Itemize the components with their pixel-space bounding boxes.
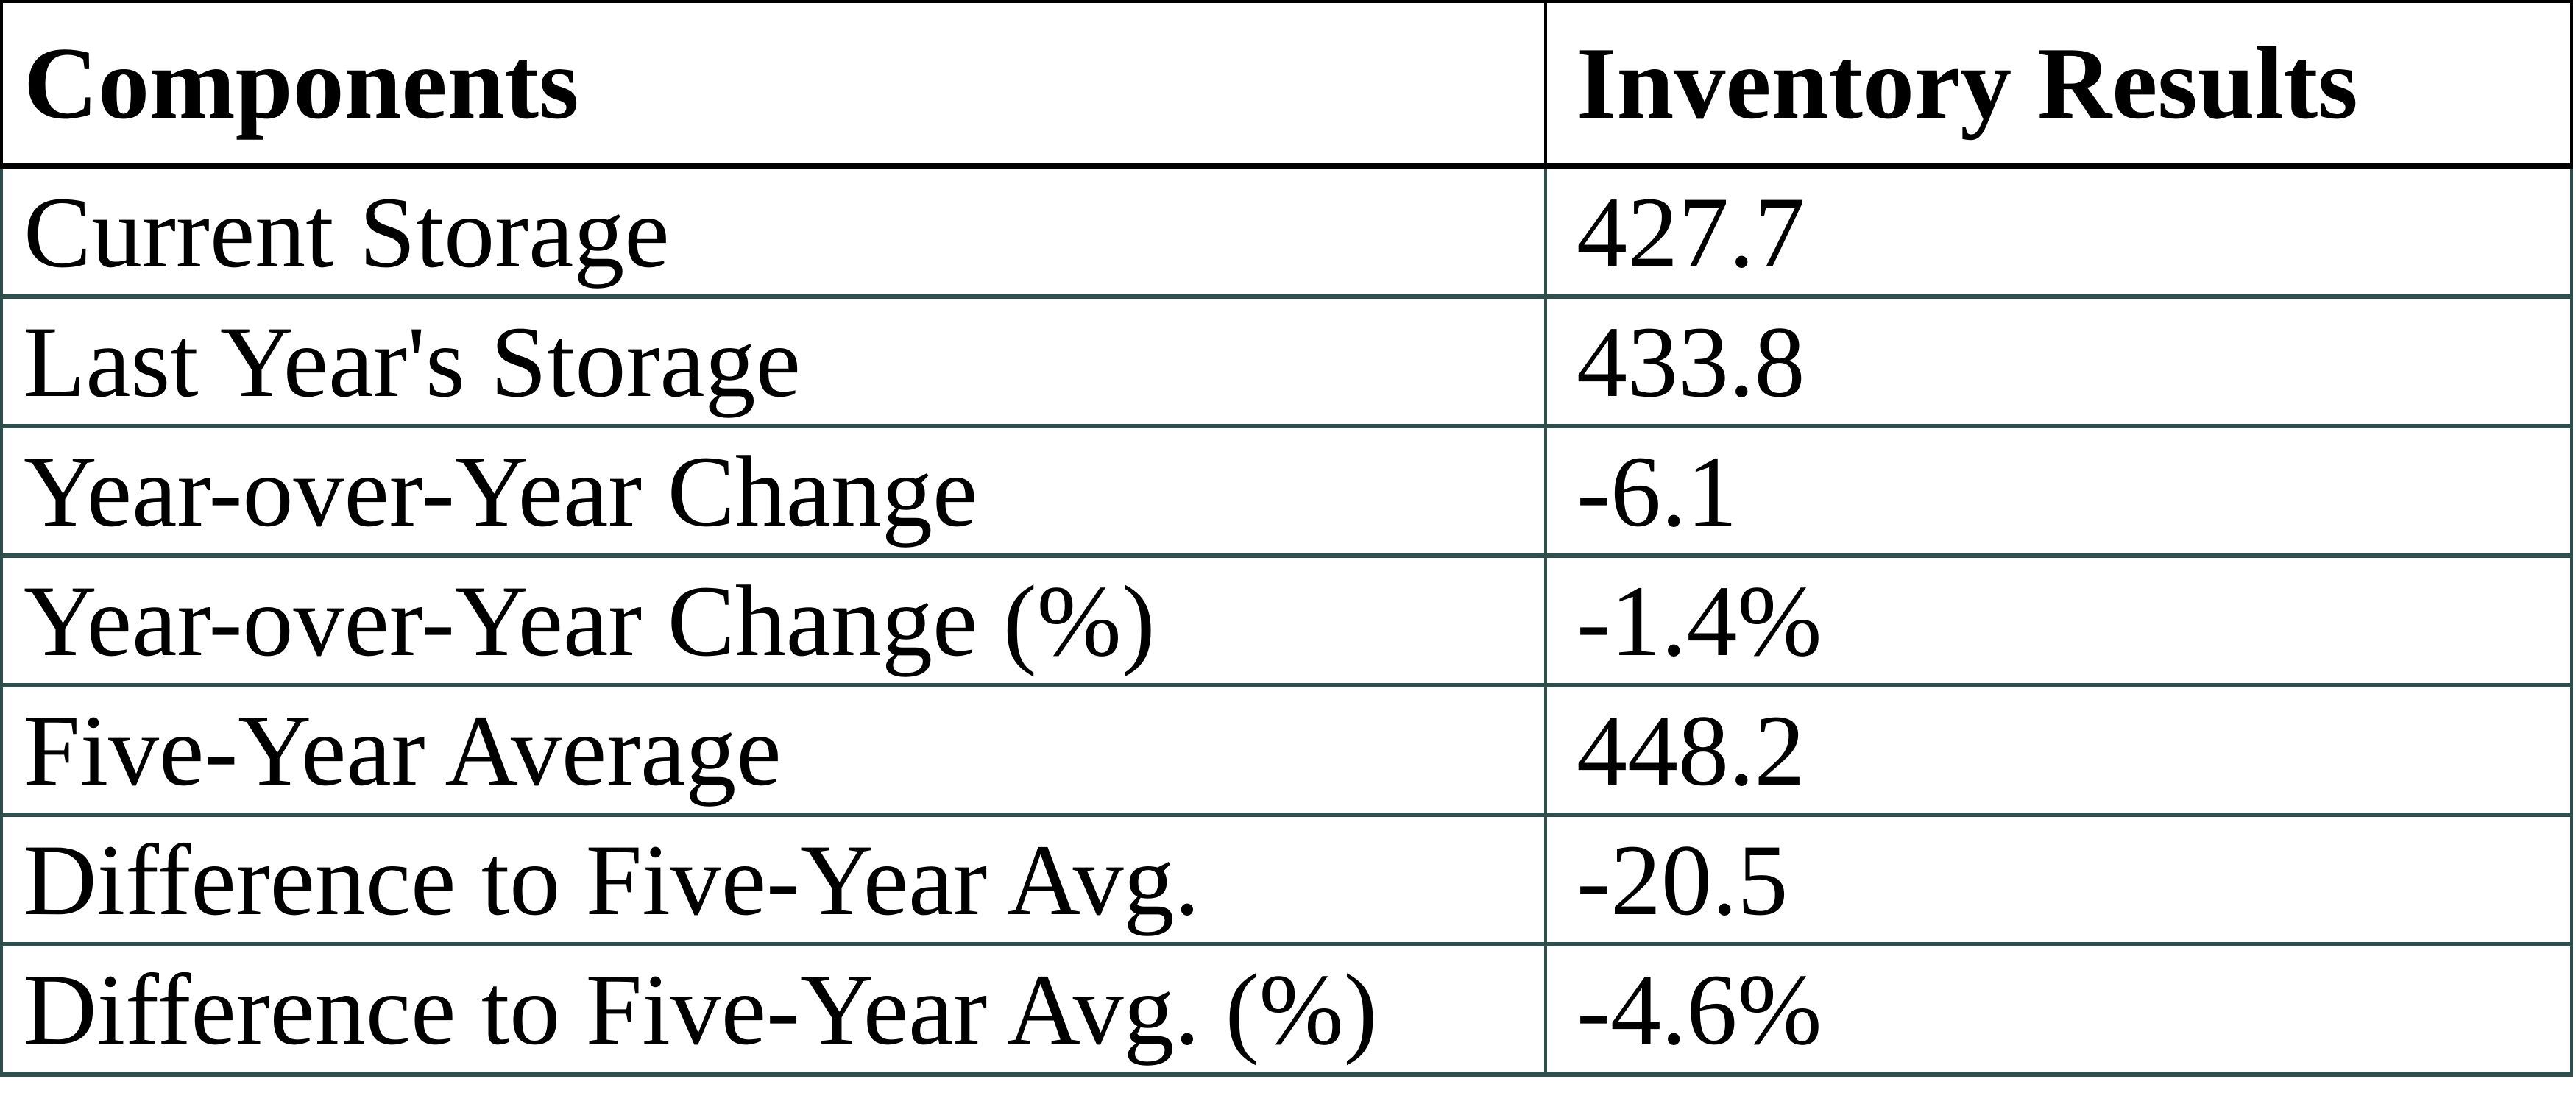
table-header: Components Inventory Results xyxy=(0,0,2573,169)
row-value-cell: -6.1 xyxy=(1544,425,2573,558)
row-value-cell: 427.7 xyxy=(1544,165,2573,299)
table-row: Difference to Five-Year Avg. (%) -4.6% xyxy=(0,943,2573,1077)
table-row: Five-Year Average 448.2 xyxy=(0,684,2573,817)
row-value-cell: -1.4% xyxy=(1544,554,2573,687)
table-row: Year-over-Year Change -6.1 xyxy=(0,425,2573,558)
row-label-cell: Last Year's Storage xyxy=(0,295,1547,428)
header-cell-components: Components xyxy=(0,0,1547,169)
table-row: Last Year's Storage 433.8 xyxy=(0,295,2573,428)
row-value-cell: 448.2 xyxy=(1544,684,2573,817)
header-cell-inventory-results: Inventory Results xyxy=(1544,0,2573,169)
inventory-table: Components Inventory Results Current Sto… xyxy=(0,0,2573,1077)
table-row: Current Storage 427.7 xyxy=(0,165,2573,299)
row-value-cell: -20.5 xyxy=(1544,813,2573,946)
row-label-cell: Difference to Five-Year Avg. xyxy=(0,813,1547,946)
table-body: Current Storage 427.7 Last Year's Storag… xyxy=(0,165,2573,1077)
table-row: Difference to Five-Year Avg. -20.5 xyxy=(0,813,2573,946)
table-row: Year-over-Year Change (%) -1.4% xyxy=(0,554,2573,687)
row-value-cell: 433.8 xyxy=(1544,295,2573,428)
row-value-cell: -4.6% xyxy=(1544,943,2573,1077)
row-label-cell: Year-over-Year Change (%) xyxy=(0,554,1547,687)
row-label-cell: Difference to Five-Year Avg. (%) xyxy=(0,943,1547,1077)
row-label-cell: Current Storage xyxy=(0,165,1547,299)
row-label-cell: Year-over-Year Change xyxy=(0,425,1547,558)
header-row: Components Inventory Results xyxy=(0,0,2573,169)
row-label-cell: Five-Year Average xyxy=(0,684,1547,817)
